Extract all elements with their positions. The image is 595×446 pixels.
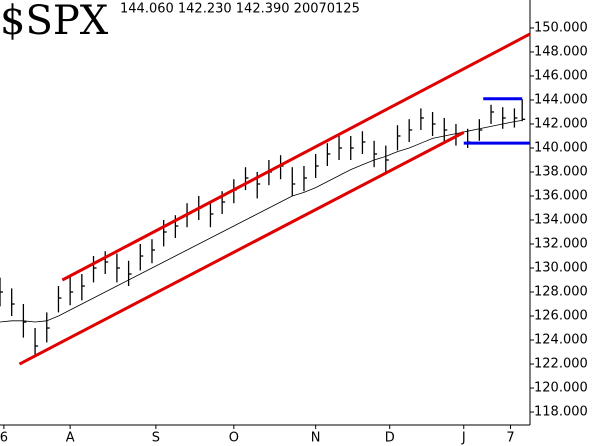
x-tick-label: O [229, 431, 239, 446]
y-tick-label: 140.000 [534, 140, 588, 155]
x-tick-label: J [461, 431, 466, 446]
x-tick-label: N [311, 431, 321, 446]
x-tick-label: D [385, 431, 395, 446]
y-tick-label: 134.000 [534, 213, 588, 228]
y-tick-label: 132.000 [534, 237, 588, 252]
y-tick-label: 142.000 [534, 116, 588, 131]
chart-title: $SPX [0, 0, 109, 44]
y-tick-label: 128.000 [534, 285, 588, 300]
y-tick-label: 122.000 [534, 357, 588, 372]
trend-line [18, 131, 465, 366]
x-tick-label: 6 [0, 431, 8, 446]
y-tick-label: 146.000 [534, 68, 588, 83]
y-tick-label: 118.000 [534, 405, 588, 420]
y-tick-label: 126.000 [534, 309, 588, 324]
y-tick-label: 130.000 [534, 261, 588, 276]
y-tick-label: 138.000 [534, 164, 588, 179]
x-tick-label: A [66, 431, 75, 446]
x-tick-label: 7 [506, 431, 514, 446]
y-tick-label: 136.000 [534, 188, 588, 203]
moving-average [0, 119, 523, 323]
y-tick-label: 124.000 [534, 333, 588, 348]
y-tick-label: 120.000 [534, 381, 588, 396]
chart-subtitle: 144.060 142.230 142.390 20070125 [120, 2, 360, 17]
y-tick-label: 150.000 [534, 20, 588, 35]
y-tick-label: 144.000 [534, 92, 588, 107]
y-tick-label: 148.000 [534, 44, 588, 59]
x-tick-label: S [152, 431, 160, 446]
trend-line [61, 32, 531, 282]
